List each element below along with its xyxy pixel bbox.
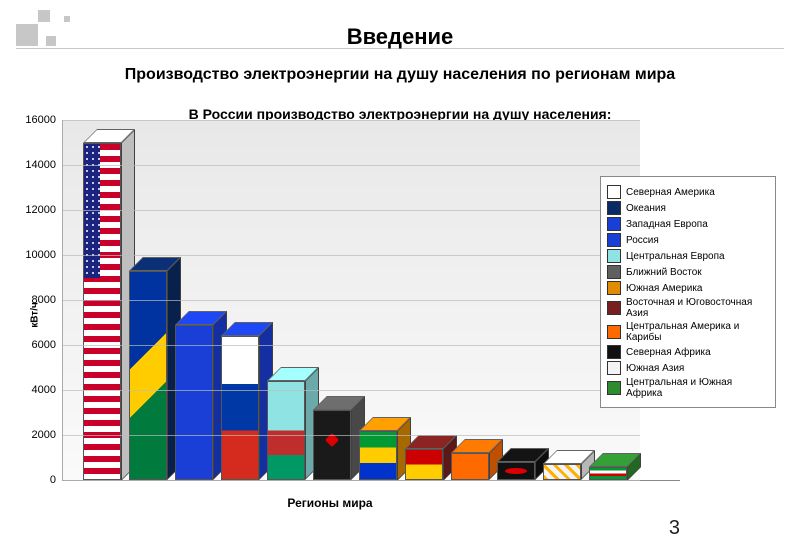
legend-swatch [607, 325, 621, 339]
legend-item: Центральная Европа [607, 249, 769, 263]
bar [267, 381, 305, 480]
slide: Введение Производство электроэнергии на … [0, 0, 800, 554]
legend-label: Южная Америка [626, 283, 702, 294]
legend-swatch [607, 301, 621, 315]
legend-item: Центральная Америка и Карибы [607, 321, 769, 343]
bar [405, 449, 443, 481]
legend-label: Южная Азия [626, 363, 684, 374]
legend-label: Центральная и Южная Африка [626, 377, 769, 399]
bar [175, 325, 213, 480]
legend-label: Северная Америка [626, 187, 715, 198]
legend-label: Центральная Америка и Карибы [626, 321, 769, 343]
legend-label: Северная Африка [626, 347, 711, 358]
subtitle: Производство электроэнергии на душу насе… [0, 66, 800, 84]
y-tick-label: 6000 [32, 339, 56, 351]
legend-item: Ближний Восток [607, 265, 769, 279]
legend-item: Северная Африка [607, 345, 769, 359]
legend-swatch [607, 217, 621, 231]
legend-swatch [607, 201, 621, 215]
legend-swatch [607, 185, 621, 199]
legend-swatch [607, 249, 621, 263]
bar [83, 143, 121, 481]
legend-label: Россия [626, 235, 659, 246]
legend-item: Восточная и Юговосточная Азия [607, 297, 769, 319]
chart: кВт/ч 0200040006000800010000120001400016… [20, 120, 640, 510]
legend-item: Россия [607, 233, 769, 247]
x-axis-title: Регионы мира [20, 496, 640, 510]
bar [313, 410, 351, 480]
legend-swatch [607, 233, 621, 247]
legend-swatch [607, 281, 621, 295]
legend-swatch [607, 265, 621, 279]
legend-item: Южная Америка [607, 281, 769, 295]
plot-area [62, 120, 640, 481]
legend-label: Восточная и Юговосточная Азия [626, 297, 769, 319]
bar [221, 336, 259, 480]
page-title: Введение [0, 24, 800, 50]
legend-label: Центральная Европа [626, 251, 725, 262]
bar [129, 271, 167, 480]
y-tick-label: 12000 [25, 204, 56, 216]
legend-swatch [607, 345, 621, 359]
bar [497, 462, 535, 480]
legend-label: Ближний Восток [626, 267, 702, 278]
bar [451, 453, 489, 480]
y-tick-label: 16000 [25, 114, 56, 126]
y-tick-label: 10000 [25, 249, 56, 261]
y-tick-label: 14000 [25, 159, 56, 171]
page-number: 3 [669, 517, 680, 540]
legend-label: Западная Европа [626, 219, 708, 230]
legend-item: Океания [607, 201, 769, 215]
y-tick-label: 2000 [32, 429, 56, 441]
legend-swatch [607, 361, 621, 375]
y-axis: 0200040006000800010000120001400016000 [20, 120, 60, 510]
bar [589, 467, 627, 481]
legend-item: Западная Европа [607, 217, 769, 231]
legend-swatch [607, 381, 621, 395]
bar [543, 464, 581, 480]
bar [359, 431, 397, 481]
y-tick-label: 4000 [32, 384, 56, 396]
legend-label: Океания [626, 203, 666, 214]
y-tick-label: 0 [50, 474, 56, 486]
y-tick-label: 8000 [32, 294, 56, 306]
legend-item: Северная Америка [607, 185, 769, 199]
legend-item: Центральная и Южная Африка [607, 377, 769, 399]
legend: Северная Америка Океания Западная Европа Ро… [600, 176, 776, 408]
legend-item: Южная Азия [607, 361, 769, 375]
